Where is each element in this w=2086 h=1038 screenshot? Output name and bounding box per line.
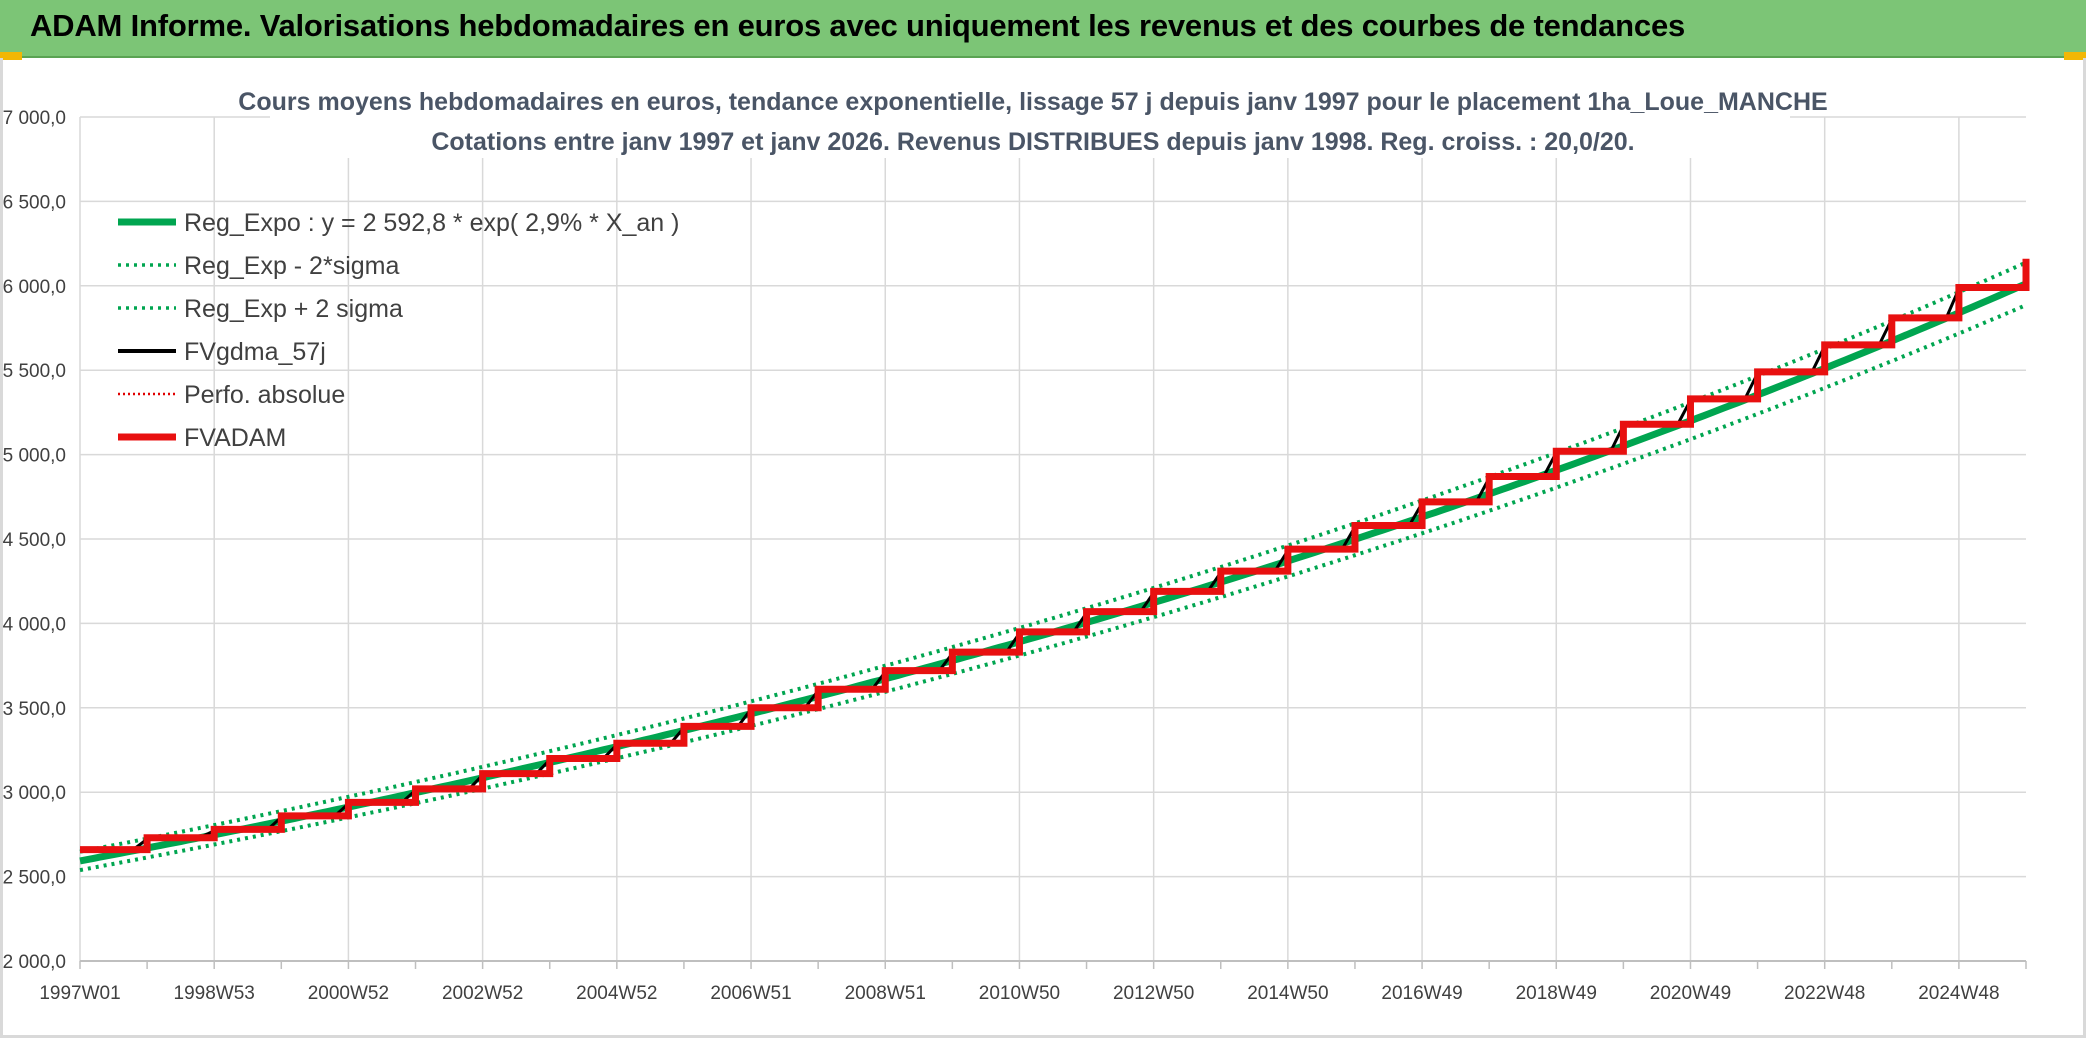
legend-label: FVgdma_57j bbox=[184, 338, 326, 366]
x-tick-label: 2020W49 bbox=[1650, 983, 1731, 1004]
report-title: ADAM Informe. Valorisations hebdomadaire… bbox=[30, 8, 1686, 43]
y-tick-label: 2 000,0 bbox=[3, 952, 66, 973]
series-lines bbox=[79, 258, 2030, 873]
y-tick-label: 6 000,0 bbox=[3, 277, 66, 298]
chart-legend: Reg_Expo : y = 2 592,8 * exp( 2,9% * X_a… bbox=[118, 209, 679, 452]
y-tick-label: 2 500,0 bbox=[3, 868, 66, 889]
x-tick-label: 2024W48 bbox=[1918, 983, 1999, 1004]
x-tick-label: 2010W50 bbox=[979, 983, 1060, 1004]
legend-label: Reg_Expo : y = 2 592,8 * exp( 2,9% * X_a… bbox=[184, 209, 679, 237]
legend-label: Perfo. absolue bbox=[184, 381, 345, 409]
fvadam-line bbox=[80, 258, 2030, 854]
y-tick-label: 3 500,0 bbox=[3, 699, 66, 720]
chart-title: Cours moyens hebdomadaires en euros, ten… bbox=[238, 78, 1828, 158]
x-tick-label: 2006W51 bbox=[710, 983, 791, 1004]
x-tick-label: 2014W50 bbox=[1247, 983, 1328, 1004]
x-axis-ticks: 1997W01 1998W53 2000W52 2002W52 2004W52 2006W… bbox=[39, 983, 1999, 1004]
legend-label: FVADAM bbox=[184, 424, 286, 452]
x-tick-label: 2012W50 bbox=[1113, 983, 1194, 1004]
x-tick-label: 2018W49 bbox=[1516, 983, 1597, 1004]
y-tick-label: 5 000,0 bbox=[3, 446, 66, 467]
reg-minus-2sigma-line bbox=[79, 303, 2027, 873]
grid-lines bbox=[79, 116, 2027, 969]
reg-plus-2sigma-line bbox=[79, 260, 2027, 854]
x-tick-label: 2016W49 bbox=[1381, 983, 1462, 1004]
report-banner: ADAM Informe. Valorisations hebdomadaire… bbox=[0, 0, 2086, 58]
y-axis-ticks: 2 000,0 2 500,0 3 000,0 3 500,0 4 000,0 4 500… bbox=[3, 108, 66, 973]
x-tick-label: 2000W52 bbox=[308, 983, 389, 1004]
x-tick-label: 1997W01 bbox=[39, 983, 120, 1004]
corner-mark-right bbox=[2064, 52, 2086, 60]
x-tick-label: 2008W51 bbox=[845, 983, 926, 1004]
legend-label: Reg_Exp - 2*sigma bbox=[184, 252, 399, 280]
legend-label: Reg_Exp + 2 sigma bbox=[184, 295, 403, 323]
y-tick-label: 4 500,0 bbox=[3, 530, 66, 551]
y-tick-label: 5 500,0 bbox=[3, 361, 66, 382]
y-tick-label: 4 000,0 bbox=[3, 614, 66, 635]
x-tick-label: 2004W52 bbox=[576, 983, 657, 1004]
corner-mark-left bbox=[0, 52, 22, 60]
y-tick-label: 6 500,0 bbox=[3, 192, 66, 213]
chart-title-line-1: Cours moyens hebdomadaires en euros, ten… bbox=[238, 88, 1827, 116]
chart-title-line-2: Cotations entre janv 1997 et janv 2026. … bbox=[431, 128, 1634, 156]
chart-frame bbox=[0, 58, 2086, 1038]
y-tick-label: 3 000,0 bbox=[3, 783, 66, 804]
y-tick-label: 7 000,0 bbox=[3, 108, 66, 129]
x-tick-label: 1998W53 bbox=[174, 983, 255, 1004]
x-tick-label: 2002W52 bbox=[442, 983, 523, 1004]
x-tick-label: 2022W48 bbox=[1784, 983, 1865, 1004]
